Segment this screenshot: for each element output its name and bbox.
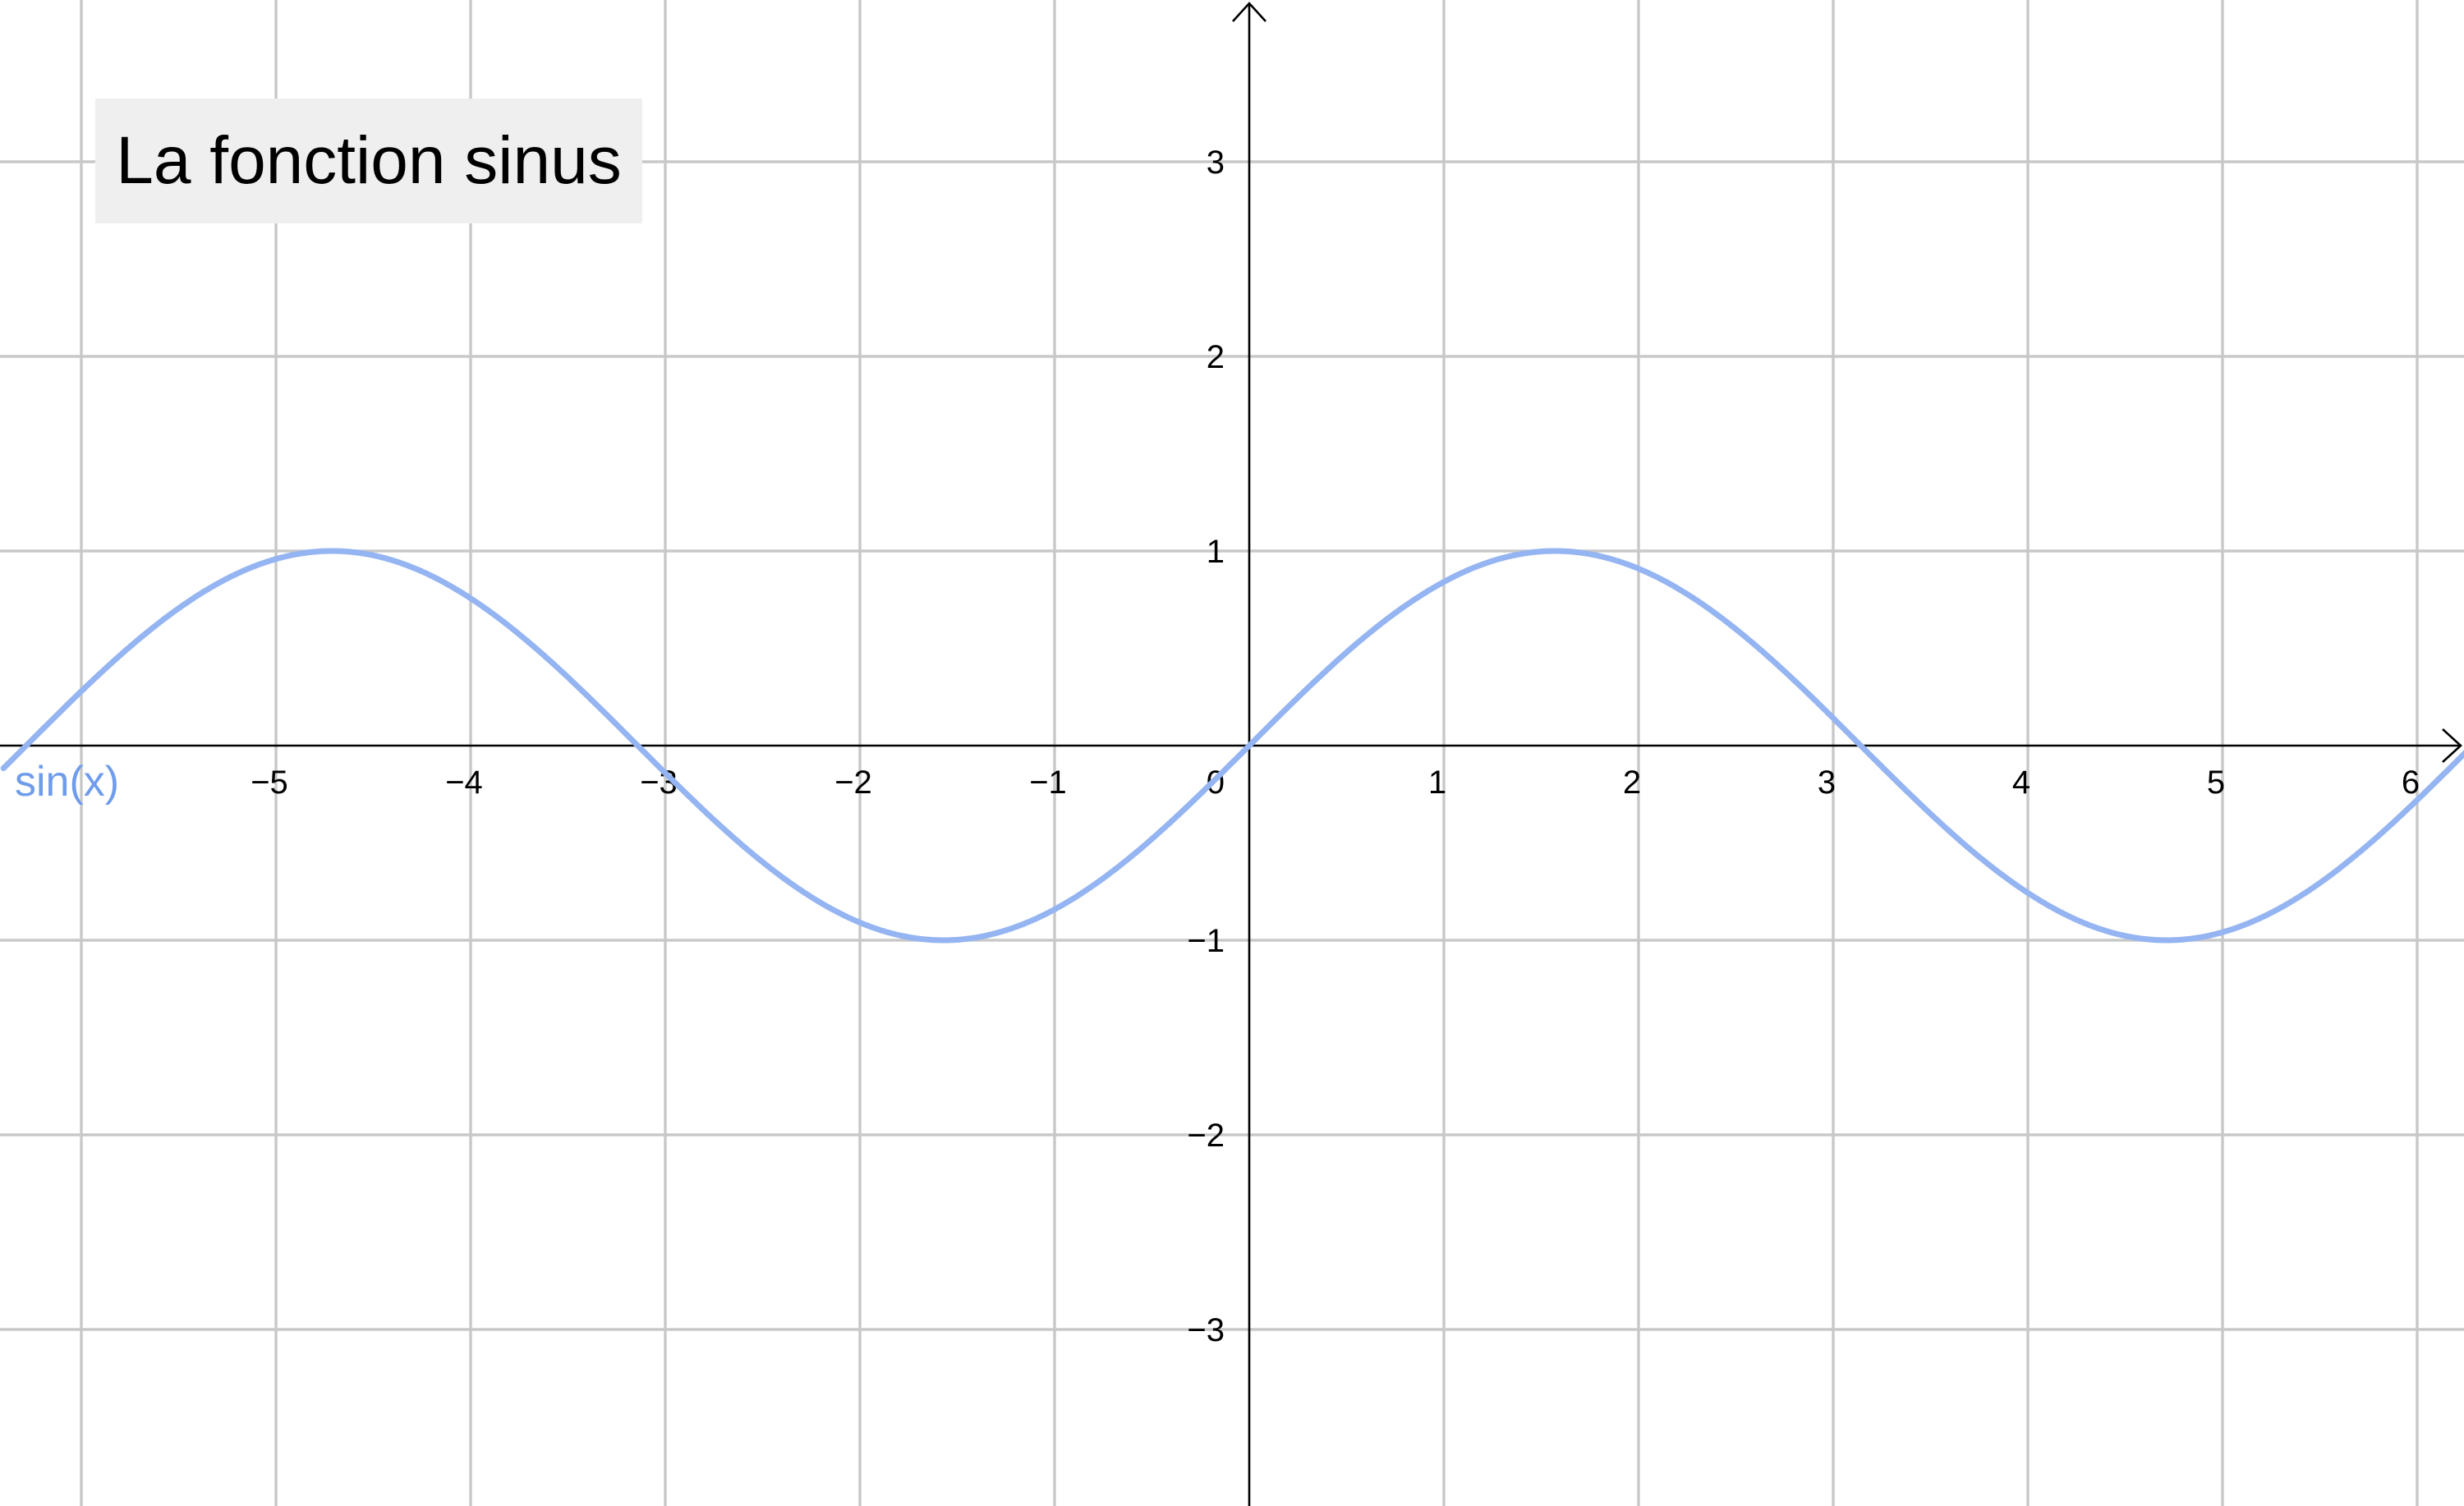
- y-tick-label: 1: [1207, 534, 1225, 570]
- series-label: sin(x): [15, 758, 119, 806]
- x-axis-arrow: [2442, 728, 2462, 763]
- x-tick-label: −2: [834, 764, 872, 801]
- x-tick-label: 3: [1818, 764, 1836, 801]
- x-tick-label: 6: [2402, 764, 2420, 801]
- y-tick-label: −1: [1187, 923, 1225, 959]
- x-tick-label: 4: [2012, 764, 2030, 801]
- x-tick-label: 1: [1428, 764, 1446, 801]
- x-tick-label: 2: [1623, 764, 1641, 801]
- sine-curve: [0, 548, 2464, 944]
- x-tick-label: −4: [445, 764, 483, 801]
- y-tick-label: 3: [1207, 145, 1225, 181]
- y-tick-label: −3: [1187, 1312, 1225, 1348]
- x-tick-label: −5: [251, 764, 288, 801]
- y-tick-label: 2: [1207, 339, 1225, 375]
- x-tick-label: −1: [1029, 764, 1067, 801]
- x-tick-label: 5: [2207, 764, 2225, 801]
- y-tick-label: −2: [1187, 1118, 1225, 1154]
- y-axis-arrow: [1232, 2, 1266, 22]
- chart-title-box: La fonction sinus: [95, 99, 642, 223]
- chart-title: La fonction sinus: [116, 123, 622, 198]
